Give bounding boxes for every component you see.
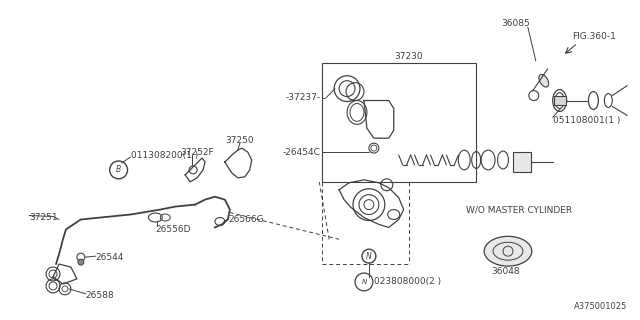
Text: -37237-: -37237- <box>285 93 320 102</box>
Text: A375001025: A375001025 <box>574 302 627 311</box>
Bar <box>513 152 531 172</box>
Text: 023808000(2 ): 023808000(2 ) <box>374 277 441 286</box>
Circle shape <box>78 259 84 265</box>
Text: W/O MASTER CYLINDER: W/O MASTER CYLINDER <box>467 205 572 214</box>
Text: 37230: 37230 <box>394 52 423 61</box>
Text: 37252F: 37252F <box>180 148 214 156</box>
Text: 26588: 26588 <box>86 291 115 300</box>
Text: 36085: 36085 <box>502 19 531 28</box>
Text: -26454C: -26454C <box>282 148 320 156</box>
Text: 011308200(1 ): 011308200(1 ) <box>131 150 198 160</box>
Text: N: N <box>366 252 372 261</box>
Text: 37250: 37250 <box>225 136 254 145</box>
Bar <box>322 63 476 182</box>
Ellipse shape <box>484 236 532 266</box>
Ellipse shape <box>539 74 548 87</box>
Text: 37251: 37251 <box>29 213 58 222</box>
Bar <box>554 96 566 106</box>
Text: 26556D: 26556D <box>156 225 191 234</box>
Text: 26544: 26544 <box>96 253 124 262</box>
Text: B: B <box>116 165 121 174</box>
Text: 26566G: 26566G <box>228 215 264 224</box>
Text: 36048: 36048 <box>492 267 520 276</box>
Text: FIG.360-1: FIG.360-1 <box>573 32 616 41</box>
Text: N: N <box>362 279 367 285</box>
Text: 051108001(1 ): 051108001(1 ) <box>553 116 620 125</box>
